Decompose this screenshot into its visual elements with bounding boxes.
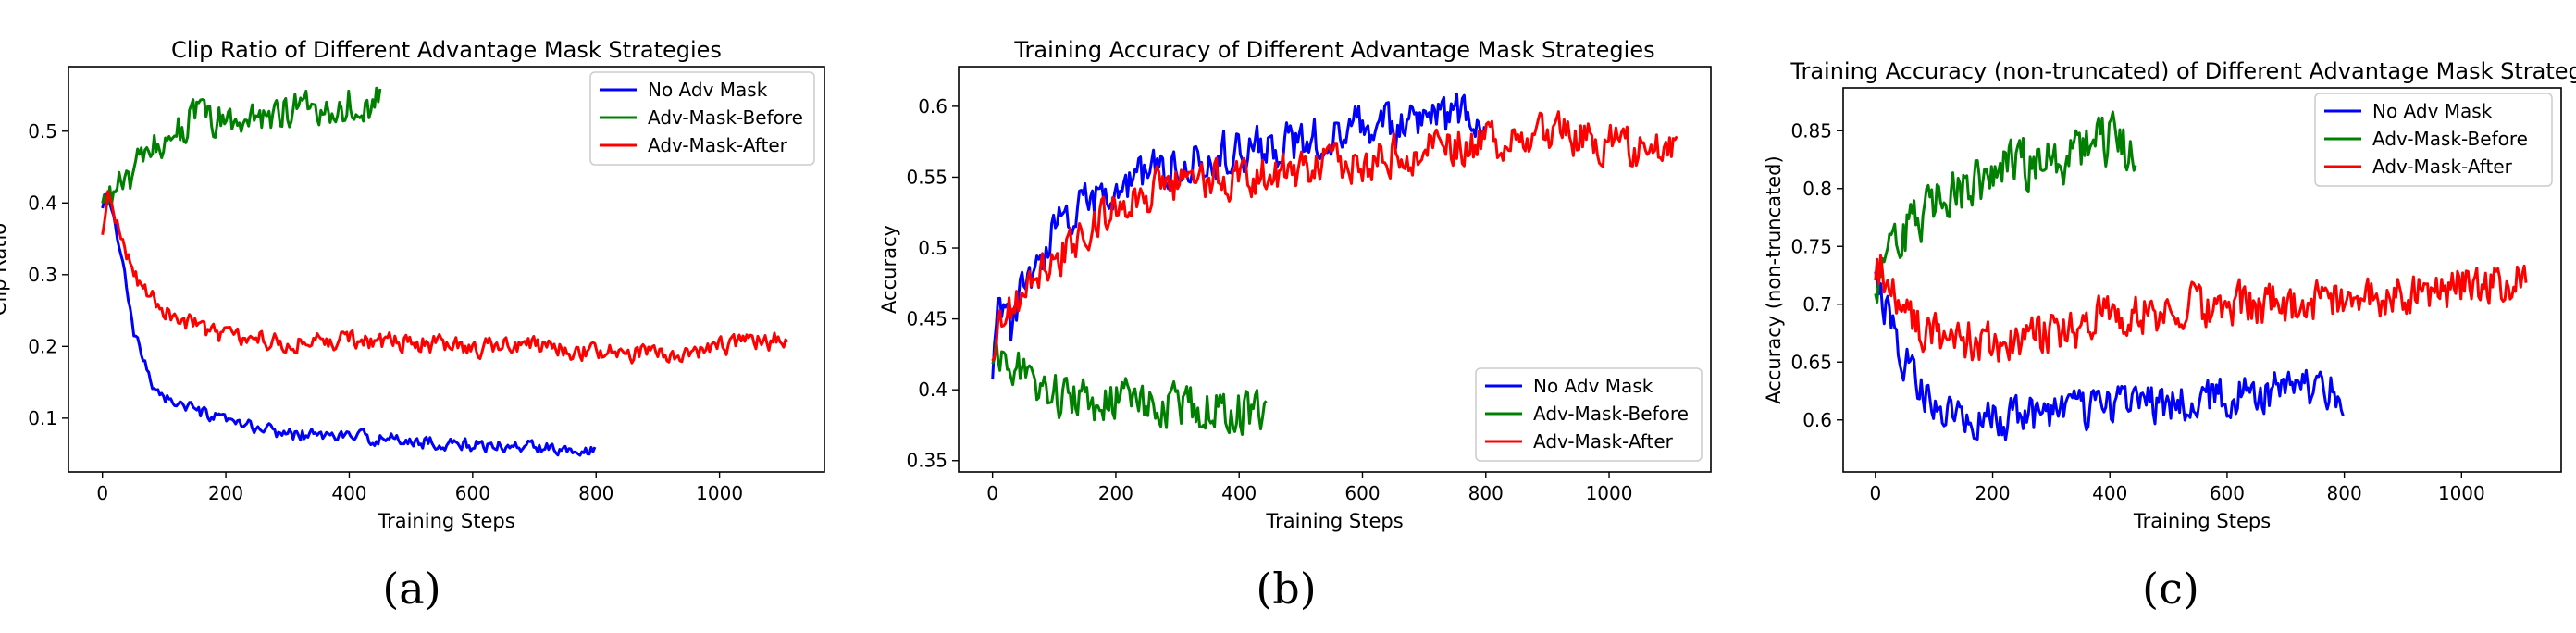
subfigure-caption: (c) [2142,564,2199,614]
y-tick-label: 0.4 [28,192,57,214]
y-tick-label: 0.5 [918,237,947,259]
x-tick-label: 400 [331,482,366,504]
x-tick-label: 0 [96,482,108,504]
legend-entry: Adv-Mask-After [648,134,788,156]
x-tick-label: 600 [455,482,490,504]
x-tick-label: 0 [1869,482,1881,504]
y-tick-label: 0.75 [1790,235,1832,257]
x-tick-label: 600 [2210,482,2245,504]
chart-title: Training Accuracy of Different Advantage… [1013,37,1654,63]
subfigure-caption: (b) [1256,564,1316,614]
x-tick-label: 800 [1468,482,1504,504]
legend-entry: Adv-Mask-After [2372,155,2513,178]
series-lines [1874,110,2528,441]
x-tick-label: 1000 [696,482,743,504]
legend-entry: No Adv Mask [2372,100,2493,122]
legend-box [1475,367,1703,462]
series-line-adv-mask-after [1874,254,2528,363]
legend-box [2314,93,2553,187]
legend-box [589,71,815,166]
y-axis-label: Accuracy (non-truncated) [1763,155,1785,403]
y-tick-label: 0.85 [1790,119,1832,142]
legend-entry: No Adv Mask [1533,375,1653,397]
legend-entry: Adv-Mask-After [1533,430,1674,453]
x-tick-label: 200 [1975,482,2010,504]
legend-entry: Adv-Mask-Before [1533,403,1689,425]
y-axis-label: Clip Ratio [0,223,10,316]
x-axis-label: Training Steps [377,510,514,532]
x-tick-label: 800 [578,482,613,504]
x-axis-label: Training Steps [1265,510,1403,532]
series-line-adv-mask-after [101,190,789,365]
plot-frame [68,66,825,473]
legend: No Adv Mask Adv-Mask-Before Adv-Mask-After [1475,367,1703,462]
chart-title: Clip Ratio of Different Advantage Mask S… [171,37,722,63]
x-tick-label: 1000 [2438,482,2485,504]
legend-entry: Adv-Mask-Before [648,106,803,129]
chart-panel-2: 0 200 400 600 800 1000 0.35 0.4 0.45 0.5 0.55 0.6 Tr… [878,37,1712,614]
y-tick-label: 0.6 [1802,409,1832,431]
y-tick-label: 0.35 [906,450,947,472]
x-tick-label: 200 [1098,482,1133,504]
y-tick-label: 0.5 [28,120,57,143]
series-line-adv-mask-before [991,338,1268,436]
legend-entry: No Adv Mask [648,79,768,101]
x-tick-label: 400 [1221,482,1257,504]
y-axis-label: Accuracy [878,225,900,314]
series-line-no-adv-mask [101,191,597,457]
series-line-no-adv-mask [1874,271,2345,441]
y-tick-label: 0.65 [1790,351,1832,373]
x-tick-label: 800 [2327,482,2362,504]
plot-frame [1842,87,2562,473]
series-line-adv-mask-after [991,110,1678,362]
x-axis-label: Training Steps [2133,510,2271,532]
series-line-adv-mask-before [1874,110,2137,304]
series-lines [991,92,1678,436]
y-tick-label: 0.1 [28,407,57,429]
x-tick-label: 0 [986,482,998,504]
y-tick-label: 0.2 [28,335,57,357]
x-tick-label: 1000 [1586,482,1633,504]
legend: No Adv Mask Adv-Mask-Before Adv-Mask-After [2314,93,2553,187]
legend: No Adv Mask Adv-Mask-Before Adv-Mask-After [589,71,815,166]
subfigure-caption: (a) [382,564,440,614]
plot-frame [958,66,1712,473]
series-line-no-adv-mask [991,92,1486,380]
x-tick-label: 600 [1344,482,1380,504]
x-tick-label: 200 [208,482,243,504]
y-tick-label: 0.3 [28,264,57,286]
y-tick-label: 0.45 [906,308,947,330]
x-tick-label: 400 [2092,482,2127,504]
y-tick-label: 0.55 [906,166,947,188]
legend-entry: Adv-Mask-Before [2372,128,2528,150]
series-line-adv-mask-before [101,86,382,207]
y-tick-label: 0.7 [1802,293,1832,316]
y-tick-label: 0.8 [1802,178,1832,200]
y-tick-label: 0.6 [918,95,947,118]
chart-title: Training Accuracy (non-truncated) of Dif… [1790,58,2576,84]
chart-panel-3: 0 200 400 600 800 1000 0.6 0.65 0.7 0.75 0.8 0.85 Tr… [1763,58,2576,614]
y-tick-label: 0.4 [918,379,947,401]
chart-panel-1: 0 200 400 600 800 1000 0.1 0.2 0.3 0.4 0.5 Clip Rat… [0,37,825,614]
series-lines [101,86,789,457]
